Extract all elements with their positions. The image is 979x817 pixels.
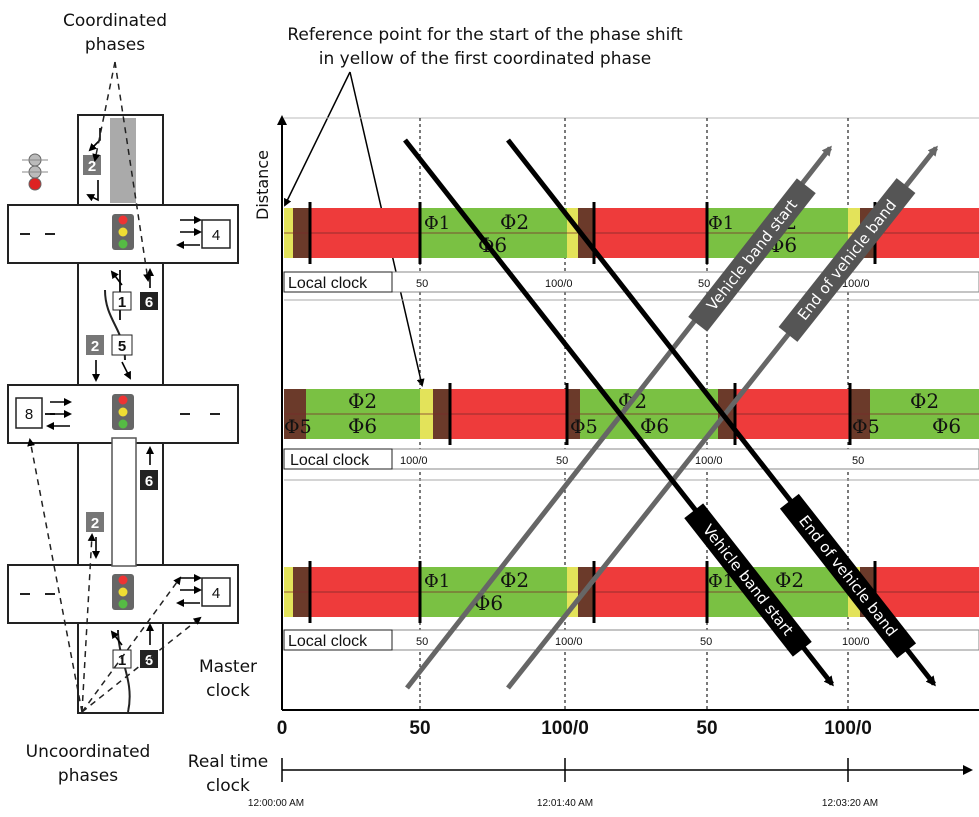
local-clock-tick: 50: [700, 636, 712, 648]
phase-label: Φ5: [570, 416, 598, 438]
phase-label: Φ2: [500, 568, 529, 592]
phase-label: Φ2: [910, 389, 939, 413]
movement-arrows: [46, 128, 202, 646]
approach-number: 6: [145, 294, 153, 311]
real-time-clock-label: Real time clock: [188, 752, 268, 796]
traffic-light-icon: [112, 394, 134, 430]
local-clock-label: Local clock: [288, 633, 368, 650]
approach-number: 1: [118, 294, 126, 311]
traffic-light-icon: [112, 214, 134, 250]
coordinated-phases-label: Coordinated phases: [63, 11, 167, 55]
local-clock-tick: 50: [416, 278, 428, 290]
local-clock-tick: 50: [698, 278, 710, 290]
master-clock-tick: 0: [277, 718, 288, 739]
real-time-tick: 12:01:40 AM: [537, 798, 593, 809]
phase-label: Φ6: [640, 414, 669, 438]
phase-label: Φ1: [424, 571, 450, 592]
legend-traffic-light-icon: [22, 153, 48, 191]
local-clock-tick: 100/0: [842, 636, 870, 648]
traffic-light-icon: [112, 574, 134, 610]
real-time-clock-axis: [281, 758, 973, 782]
phase-label: Φ2: [500, 210, 529, 234]
master-clock-label: Master clock: [199, 657, 257, 701]
approach-number: 2: [88, 158, 96, 175]
phase-label: Φ6: [348, 414, 377, 438]
road-network-map: 2 4 1 6 2 5 8 6 2 4 1 6: [7, 61, 239, 714]
approach-number: 4: [212, 227, 220, 244]
master-clock-tick: 50: [696, 718, 717, 739]
phase-label: Φ2: [775, 568, 804, 592]
phase-label: Φ5: [852, 416, 880, 438]
local-clock-label: Local clock: [288, 275, 368, 292]
uncoordinated-phases-label: Uncoordinated phases: [26, 742, 151, 786]
master-clock-tick: 50: [409, 718, 430, 739]
local-clock-tick: 100/0: [545, 278, 573, 290]
phase-label: Φ5: [284, 416, 312, 438]
local-clock-label: Local clock: [290, 452, 370, 469]
phase-label: Φ1: [708, 571, 734, 592]
approach-number: 5: [118, 338, 126, 355]
local-clock-tick: 100/0: [400, 455, 428, 467]
local-clock-tick: 50: [556, 455, 568, 467]
local-clock-tick: 100/0: [842, 278, 870, 290]
master-clock-tick: 100/0: [541, 718, 589, 739]
approach-number: 1: [118, 652, 126, 669]
real-time-tick: 12:03:20 AM: [822, 798, 878, 809]
real-time-tick: 12:00:00 AM: [248, 798, 304, 809]
phase-label: Φ1: [708, 213, 734, 234]
master-clock-tick: 100/0: [824, 718, 872, 739]
phase-label: Φ6: [932, 414, 961, 438]
local-clock-tick: 100/0: [695, 455, 723, 467]
phase-label: Φ1: [424, 213, 450, 234]
approach-number: 4: [212, 585, 220, 602]
approach-number: 6: [145, 473, 153, 490]
local-clock-tick: 50: [416, 636, 428, 648]
local-clock-tick: 100/0: [555, 636, 583, 648]
approach-number: 6: [145, 652, 153, 669]
approach-number: 2: [91, 338, 99, 355]
approach-number: 2: [91, 515, 99, 532]
phase-label: Φ2: [348, 389, 377, 413]
reference-point-label: Reference point for the start of the pha…: [287, 25, 683, 69]
approach-number: 8: [25, 406, 33, 423]
distance-axis-label: Distance: [253, 150, 272, 220]
local-clock-tick: 50: [852, 455, 864, 467]
